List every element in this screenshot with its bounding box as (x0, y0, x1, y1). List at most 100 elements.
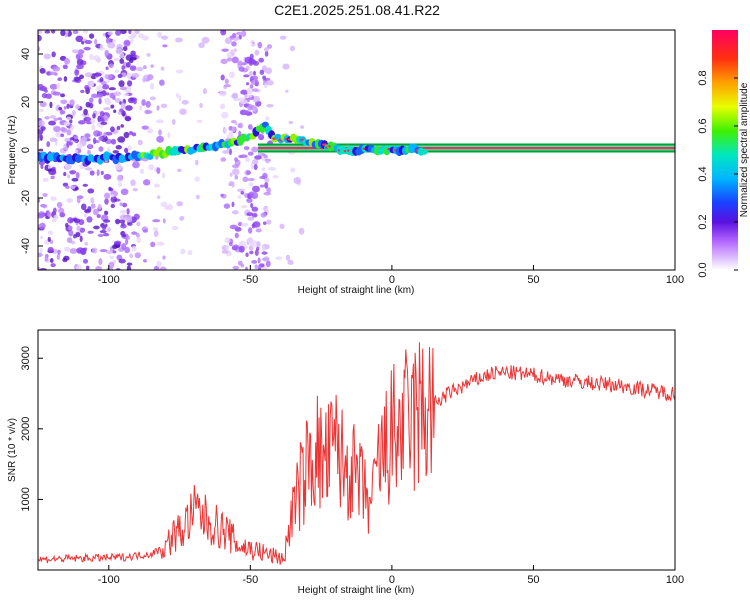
noise-speck (289, 45, 296, 52)
noise-speck (113, 240, 122, 245)
noise-speck (279, 35, 287, 40)
colorbar-tick-label: 0.4 (697, 166, 709, 181)
noise-speck (263, 154, 268, 159)
noise-speck (221, 250, 229, 254)
noise-speck (42, 177, 49, 182)
noise-speck (250, 202, 254, 209)
noise-speck (176, 168, 182, 173)
noise-speck (144, 109, 151, 115)
colorbar-tick-label: 0.2 (697, 214, 709, 229)
noise-speck (63, 255, 70, 261)
noise-speck (261, 167, 266, 172)
noise-speck (47, 168, 53, 172)
noise-speck (266, 103, 274, 108)
noise-speck (82, 258, 89, 264)
noise-speck (115, 218, 121, 225)
noise-speck (52, 66, 61, 72)
noise-speck (259, 69, 265, 75)
y-tick-label: -40 (20, 238, 32, 254)
noise-speck (110, 126, 115, 133)
noise-speck (63, 172, 67, 177)
noise-speck (90, 203, 96, 209)
noise-speck (239, 99, 248, 105)
noise-speck (107, 41, 116, 49)
noise-speck (152, 219, 161, 223)
noise-speck (64, 162, 73, 170)
noise-speck (129, 253, 134, 259)
y-tick-label: -20 (20, 190, 32, 206)
noise-speck (265, 67, 273, 75)
noise-speck (112, 96, 116, 101)
noise-speck (119, 86, 127, 91)
noise-speck (265, 260, 271, 268)
noise-speck (136, 55, 140, 59)
noise-speck (76, 225, 81, 232)
noise-speck (66, 116, 72, 121)
noise-speck (231, 181, 235, 188)
noise-speck (92, 137, 97, 145)
noise-speck (126, 265, 132, 270)
noise-speck (63, 121, 71, 126)
noise-speck (52, 207, 57, 214)
noise-speck (195, 194, 200, 200)
noise-speck (240, 191, 244, 195)
noise-speck (196, 119, 203, 123)
noise-speck (224, 37, 233, 45)
noise-speck (118, 258, 126, 264)
noise-speck (67, 225, 73, 231)
noise-speck (118, 80, 125, 88)
noise-speck (113, 109, 117, 114)
x-tick-label: 0 (389, 274, 395, 286)
noise-speck (97, 233, 104, 238)
noise-speck (89, 170, 95, 176)
snr-panel: -100 -50 0 50 100 1000 2000 3000 Height of str… (7, 329, 684, 596)
noise-speck (178, 95, 182, 102)
noise-speck (72, 217, 78, 222)
noise-speck (171, 225, 179, 231)
noise-speck (74, 69, 80, 76)
noise-speck (87, 230, 94, 234)
noise-speck (146, 52, 151, 57)
noise-speck (232, 168, 240, 176)
noise-speck (63, 75, 68, 82)
noise-speck (231, 49, 236, 54)
noise-speck (149, 96, 156, 101)
noise-speck (79, 74, 85, 80)
x-tick-label: 0 (389, 574, 395, 586)
noise-speck (194, 176, 200, 182)
noise-speck (148, 164, 155, 171)
noise-speck (108, 87, 116, 91)
noise-speck (221, 48, 229, 52)
noise-speck (126, 208, 130, 215)
noise-speck (96, 56, 101, 64)
noise-speck (160, 66, 165, 71)
noise-speck (39, 101, 47, 108)
noise-speck (153, 183, 161, 188)
noise-speck (104, 131, 113, 136)
noise-speck (201, 36, 210, 44)
noise-speck (116, 254, 123, 261)
noise-speck (232, 265, 240, 270)
noise-speck (107, 31, 113, 36)
x-tick-label: -100 (98, 574, 120, 586)
noise-speck (112, 250, 117, 254)
noise-speck (285, 254, 291, 261)
noise-speck (53, 126, 62, 133)
noise-speck (125, 105, 133, 111)
colorbar-tick-label: 0.0 (697, 262, 709, 277)
noise-speck (299, 125, 305, 129)
noise-speck (127, 35, 136, 40)
noise-speck (229, 224, 238, 230)
noise-speck (139, 105, 143, 111)
x-tick-label: -100 (98, 274, 120, 286)
noise-speck (45, 93, 52, 99)
noise-speck (88, 97, 94, 103)
noise-speck (88, 143, 92, 149)
noise-speck (102, 84, 110, 90)
noise-speck (49, 71, 57, 76)
noise-speck (247, 94, 253, 98)
noise-speck (103, 219, 111, 223)
noise-speck (219, 90, 227, 97)
noise-speck (262, 221, 267, 225)
noise-speck (91, 124, 96, 131)
